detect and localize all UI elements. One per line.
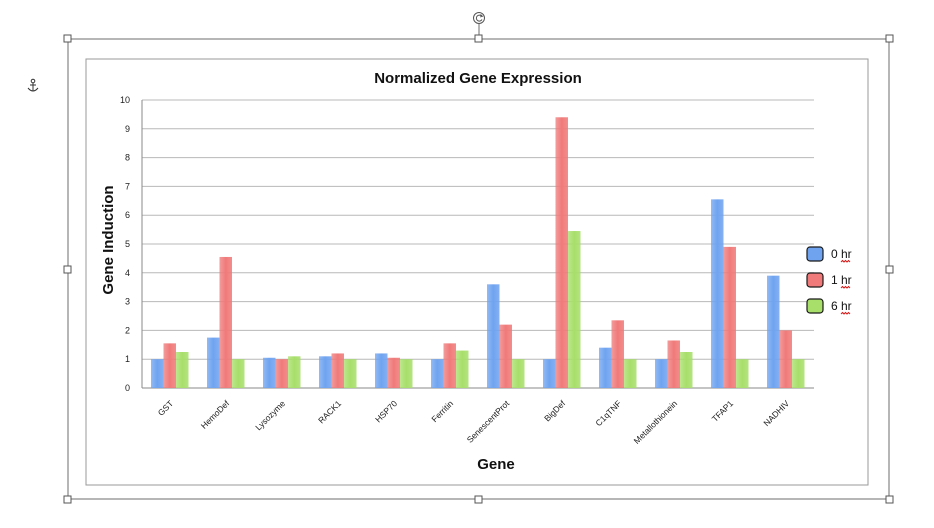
- y-axis-label: Gene Induction: [100, 185, 117, 294]
- bar-ferritin-0hr[interactable]: [431, 359, 444, 388]
- bar-gst-1hr[interactable]: [163, 343, 177, 388]
- gridlines: [141, 99, 814, 389]
- legend-label: 1 hr: [831, 273, 852, 287]
- legend-swatch: [806, 272, 824, 288]
- bar-hemodef-6hr[interactable]: [232, 359, 245, 388]
- bar-ferritin-6hr[interactable]: [456, 350, 469, 388]
- legend-swatch: [806, 298, 824, 314]
- bar-bigdef-6hr[interactable]: [568, 231, 581, 388]
- bar-nadhiv-0hr[interactable]: [767, 275, 780, 388]
- chart-area[interactable]: [85, 58, 869, 486]
- bar-c1qtnf-6hr[interactable]: [624, 359, 637, 388]
- resize-handle-bottom[interactable]: [474, 495, 483, 504]
- y-tick-label: 10: [120, 95, 130, 105]
- bar-hsp70-6hr[interactable]: [400, 359, 413, 388]
- bar-tfap1-6hr[interactable]: [736, 359, 749, 388]
- bar-rack1-1hr[interactable]: [331, 353, 345, 388]
- y-tick-label: 0: [125, 383, 130, 393]
- y-tick-label: 9: [125, 124, 130, 134]
- bar-senescentprot-0hr[interactable]: [487, 284, 500, 388]
- y-tick-label: 8: [125, 153, 130, 163]
- chart-title: Normalized Gene Expression: [374, 70, 582, 87]
- bars: [151, 117, 805, 388]
- bar-metallothionein-1hr[interactable]: [667, 340, 681, 388]
- legend-label: 0 hr: [831, 247, 852, 261]
- bar-lysozyme-0hr[interactable]: [263, 357, 276, 388]
- y-tick-label: 2: [125, 325, 130, 335]
- bar-rack1-0hr[interactable]: [319, 356, 332, 388]
- bar-ferritin-1hr[interactable]: [443, 343, 457, 388]
- legend-swatch: [806, 246, 824, 262]
- y-tick-label: 3: [125, 297, 130, 307]
- bar-lysozyme-1hr[interactable]: [275, 359, 289, 388]
- resize-handle-top-left[interactable]: [63, 34, 72, 43]
- anchor-icon[interactable]: [27, 78, 39, 92]
- bar-hemodef-0hr[interactable]: [207, 337, 220, 388]
- bar-lysozyme-6hr[interactable]: [288, 356, 301, 388]
- spellcheck-squiggle: [840, 285, 851, 289]
- legend[interactable]: 0 hr 1 hr 6 hr: [806, 246, 852, 315]
- bar-metallothionein-0hr[interactable]: [655, 359, 668, 388]
- rotate-handle-icon[interactable]: [473, 12, 485, 40]
- bar-hsp70-1hr[interactable]: [387, 357, 401, 388]
- bar-hsp70-0hr[interactable]: [375, 353, 388, 388]
- y-tick-label: 1: [125, 354, 130, 364]
- resize-handle-top-right[interactable]: [885, 34, 894, 43]
- bar-gst-0hr[interactable]: [151, 359, 164, 388]
- resize-handle-right[interactable]: [885, 265, 894, 274]
- bar-c1qtnf-0hr[interactable]: [599, 347, 612, 388]
- y-axis-ticks: 0 1 2 3 4 5 6 7 8 9 10: [120, 95, 130, 393]
- bar-rack1-6hr[interactable]: [344, 359, 357, 388]
- bar-nadhiv-1hr[interactable]: [779, 330, 793, 388]
- bar-metallothionein-6hr[interactable]: [680, 352, 693, 388]
- resize-handle-bottom-right[interactable]: [885, 495, 894, 504]
- bar-nadhiv-6hr[interactable]: [792, 359, 805, 388]
- resize-handle-left[interactable]: [63, 265, 72, 274]
- bar-senescentprot-6hr[interactable]: [512, 359, 525, 388]
- bar-bigdef-0hr[interactable]: [543, 359, 556, 388]
- bar-bigdef-1hr[interactable]: [555, 117, 569, 388]
- spellcheck-squiggle: [840, 259, 851, 263]
- legend-label: 6 hr: [831, 299, 852, 313]
- bar-senescentprot-1hr[interactable]: [499, 324, 513, 388]
- resize-handle-bottom-left[interactable]: [63, 495, 72, 504]
- bar-tfap1-0hr[interactable]: [711, 199, 724, 388]
- bar-c1qtnf-1hr[interactable]: [611, 320, 625, 388]
- y-tick-label: 4: [125, 268, 130, 278]
- y-tick-label: 7: [125, 181, 130, 191]
- resize-handle-top[interactable]: [474, 34, 483, 43]
- x-axis-label: Gene: [477, 456, 515, 473]
- bar-gst-6hr[interactable]: [176, 352, 189, 388]
- y-tick-label: 6: [125, 210, 130, 220]
- bar-hemodef-1hr[interactable]: [219, 256, 233, 388]
- bar-tfap1-1hr[interactable]: [723, 246, 737, 388]
- y-tick-label: 5: [125, 239, 130, 249]
- spellcheck-squiggle: [840, 311, 851, 315]
